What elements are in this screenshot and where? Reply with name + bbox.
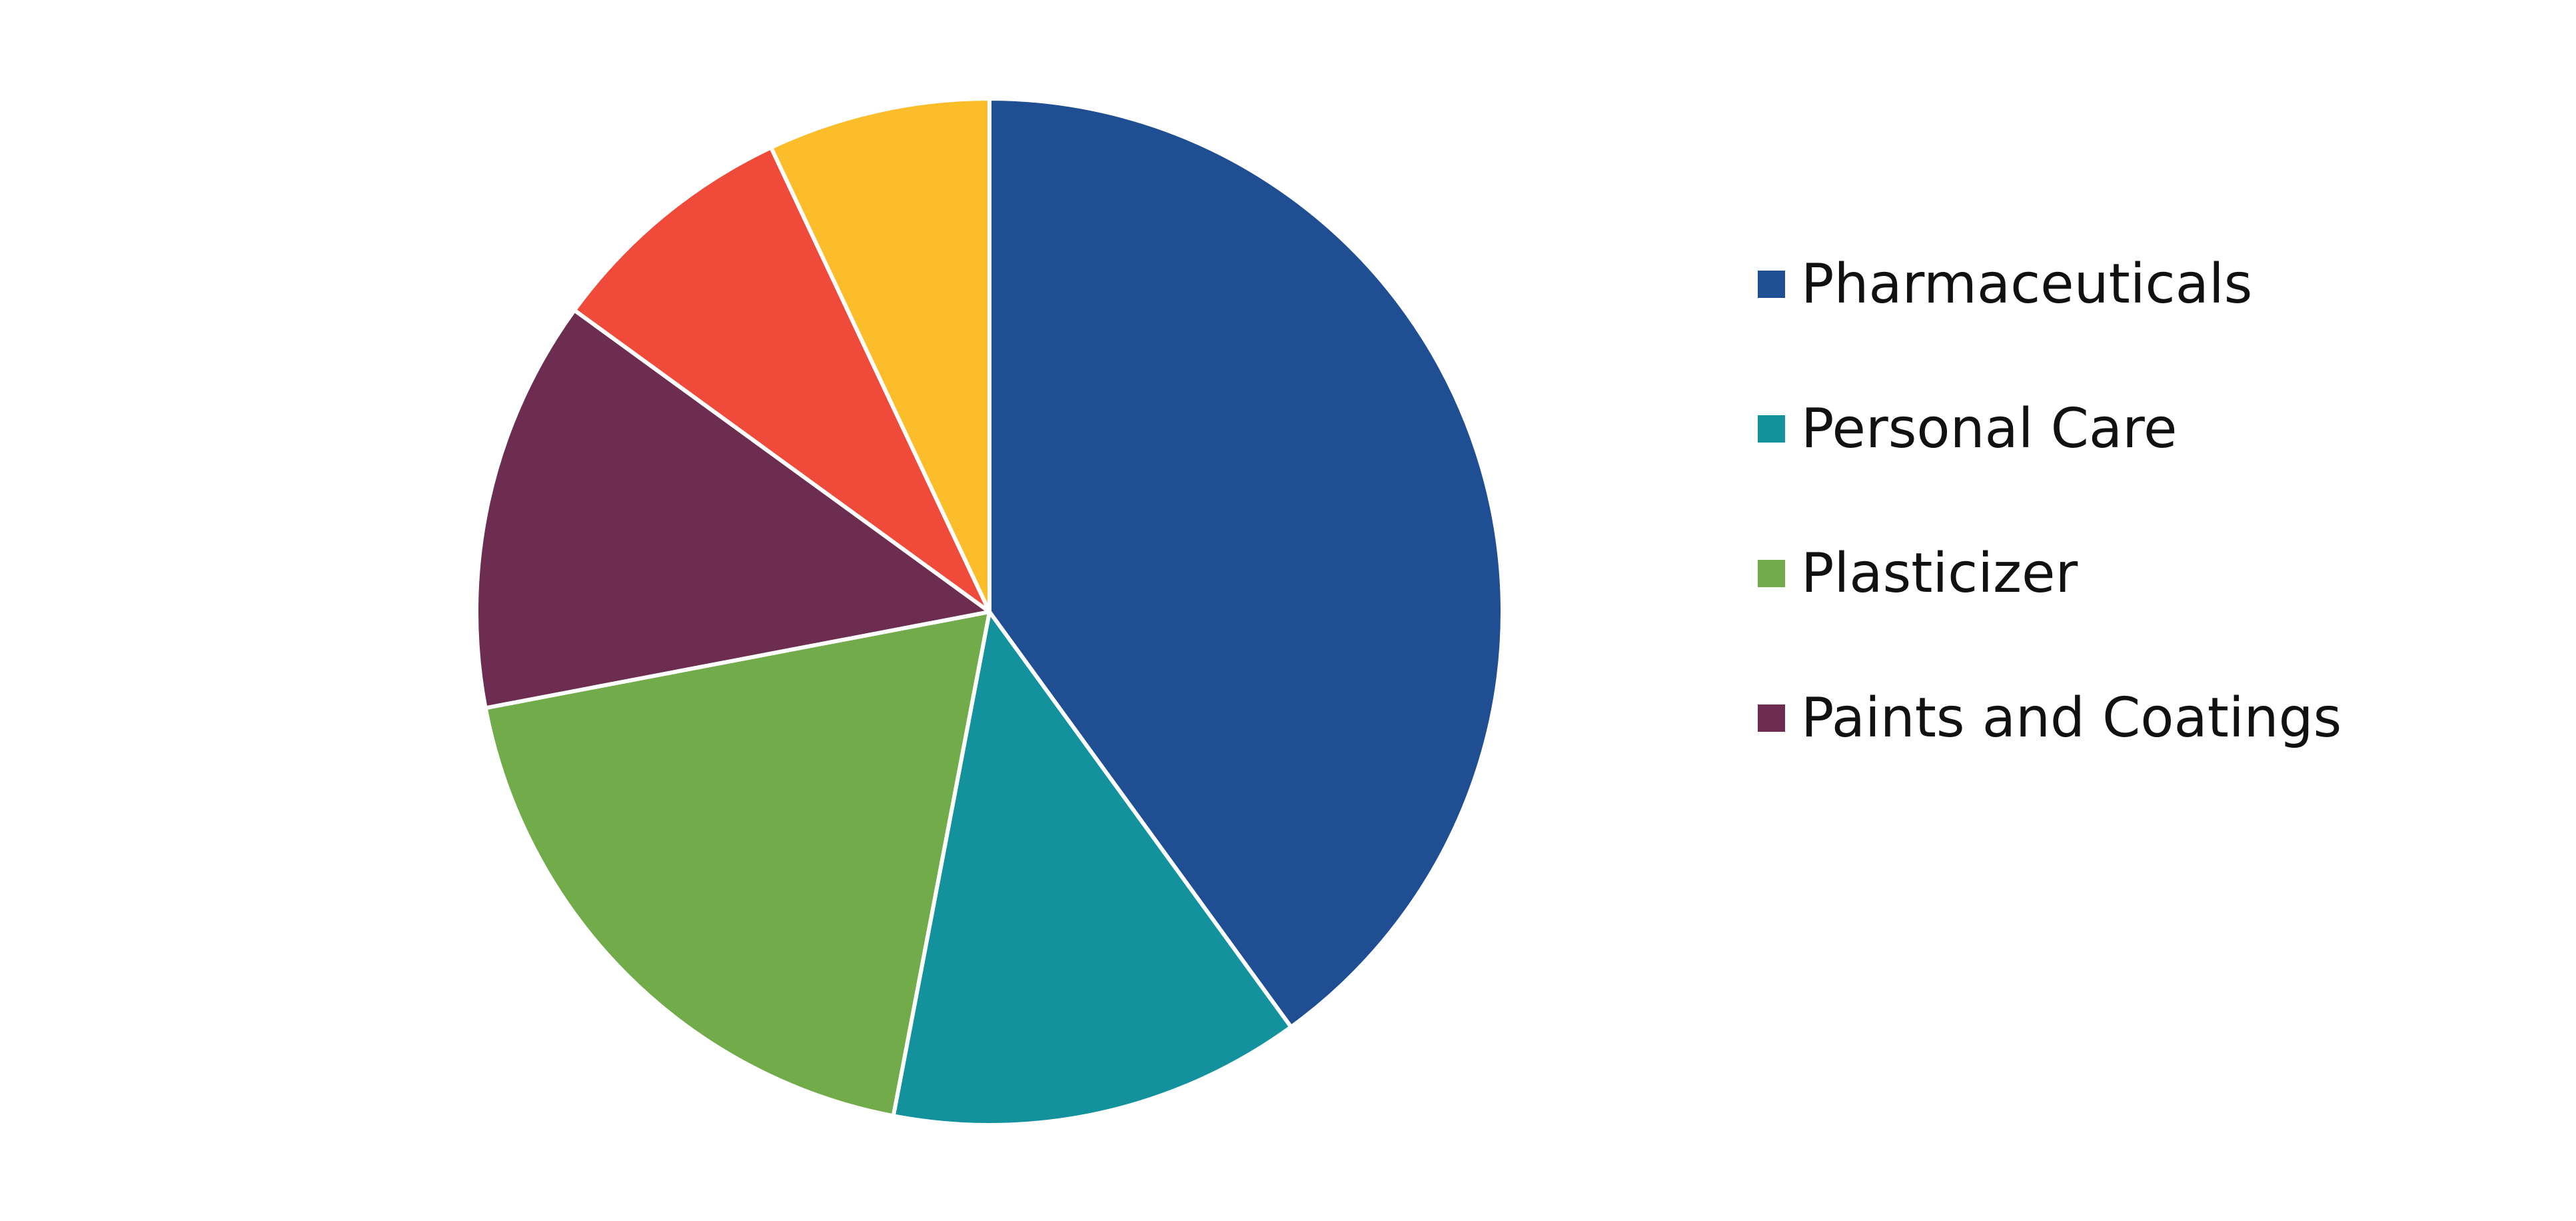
legend-label-plasticizer: Plasticizer — [1801, 542, 2078, 605]
pie-slice-plasticizer — [483, 610, 991, 1118]
legend-label-pharmaceuticals: Pharmaceuticals — [1801, 253, 2253, 316]
pie-slice-pharmaceuticals — [987, 97, 1505, 1029]
legend-swatch-plasticizer — [1758, 560, 1785, 587]
legend-label-paints-and-coatings: Paints and Coatings — [1801, 686, 2342, 750]
pie-slice-personal-care — [891, 610, 1293, 1127]
legend-item-pharmaceuticals: Pharmaceuticals — [1758, 212, 2341, 357]
legend-swatch-personal-care — [1758, 415, 1785, 443]
legend-item-paints-and-coatings: Paints and Coatings — [1758, 646, 2341, 790]
legend-swatch-paints-and-coatings — [1758, 704, 1785, 732]
pie-slices — [474, 97, 1505, 1127]
chart-legend: Pharmaceuticals Personal Care Plasticize… — [1758, 212, 2341, 790]
legend-item-plasticizer: Plasticizer — [1758, 501, 2341, 646]
pie-slice-unlabeled-5 — [769, 97, 991, 614]
pie-slice-unlabeled-4 — [572, 145, 991, 614]
pie-slice-paints-and-coatings — [474, 308, 991, 710]
legend-label-personal-care: Personal Care — [1801, 397, 2178, 461]
legend-item-personal-care: Personal Care — [1758, 357, 2341, 501]
legend-swatch-pharmaceuticals — [1758, 271, 1785, 298]
